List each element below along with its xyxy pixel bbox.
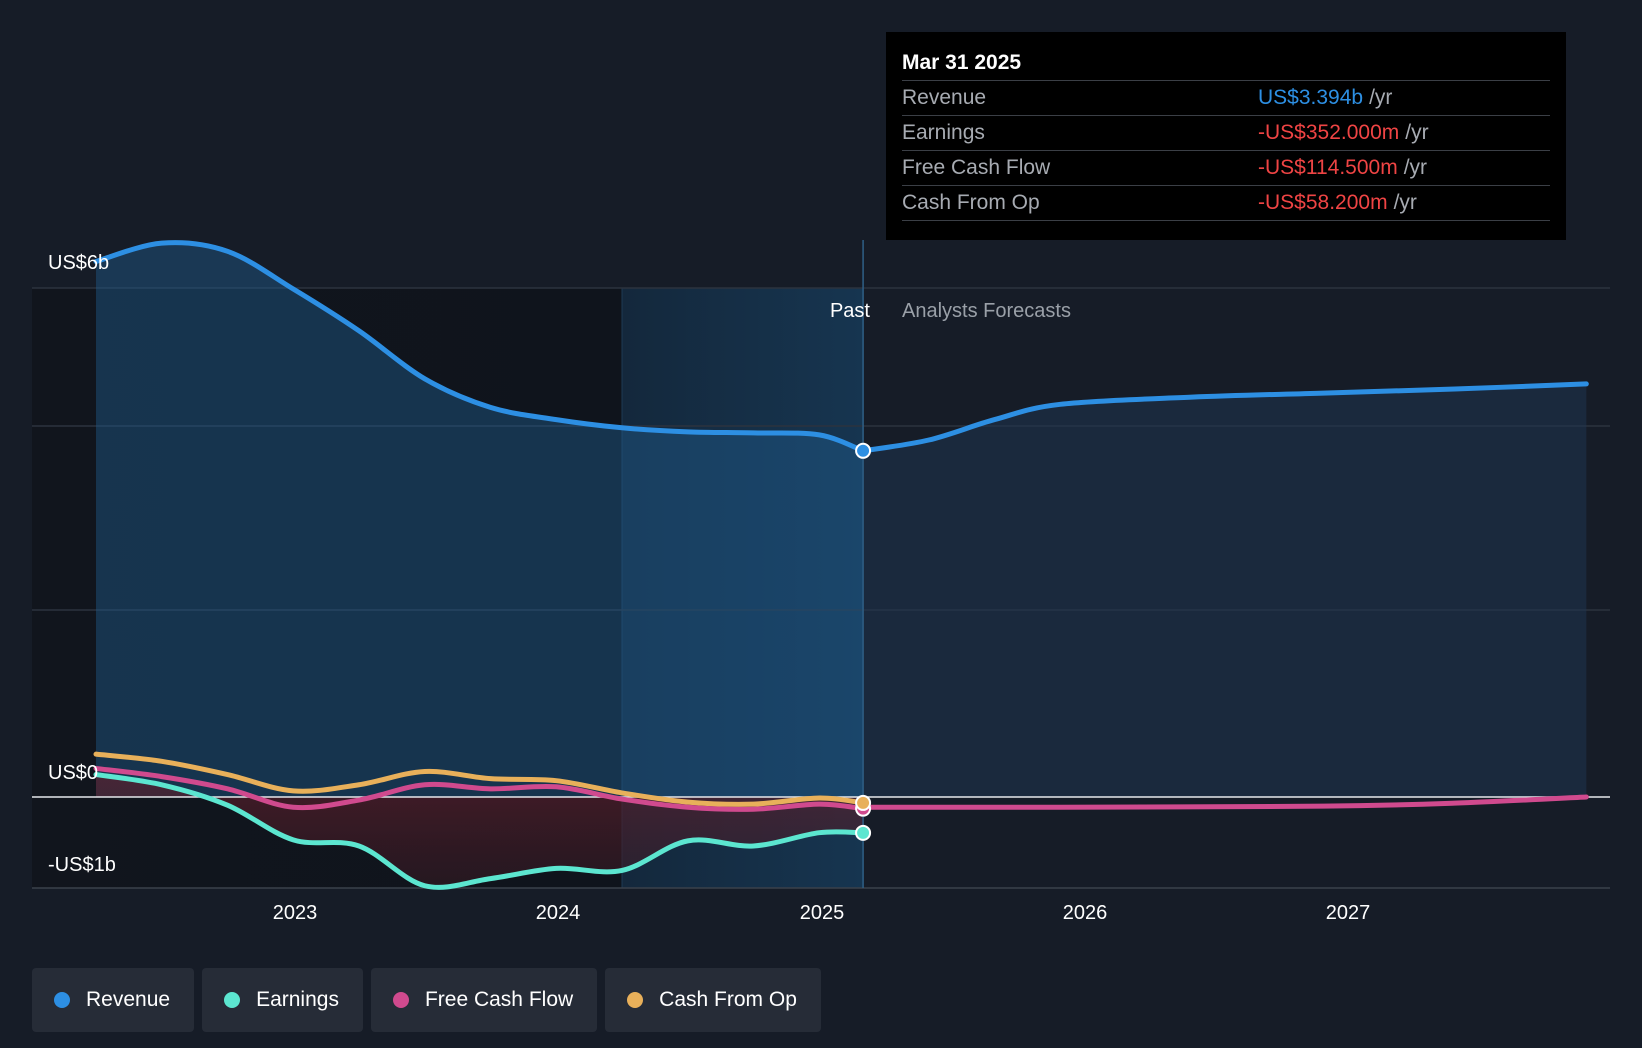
legend-dot-icon	[54, 992, 70, 1008]
x-tick-2025: 2025	[799, 902, 845, 924]
y-label-bottom: -US$1b	[48, 854, 116, 876]
series-line-cash-from-op	[93, 751, 866, 807]
legend-label: Earnings	[256, 988, 339, 1011]
legend-item-earnings[interactable]: Earnings	[202, 968, 363, 1032]
series-line-free-cash-flow-forecast	[860, 794, 1589, 810]
series-line-revenue-forecast	[860, 381, 1589, 454]
tooltip-row-name: Cash From Op	[902, 191, 1040, 214]
revenue-area-past	[96, 242, 864, 797]
x-tick-2023: 2023	[272, 902, 318, 924]
forecast-label: Analysts Forecasts	[902, 300, 1071, 322]
marker-earnings	[855, 824, 872, 841]
y-label-top: US$6b	[48, 252, 110, 274]
tooltip-row-value: -US$58.200m/yr	[1258, 191, 1417, 214]
series-line-revenue	[93, 240, 866, 454]
legend-item-cash-from-op[interactable]: Cash From Op	[605, 968, 821, 1032]
series-line-free-cash-flow	[93, 765, 866, 812]
x-tick-2026: 2026	[1062, 902, 1108, 924]
legend-label: Free Cash Flow	[424, 988, 574, 1011]
tooltip-row-earnings: Earnings -US$352.000m/yr	[902, 116, 1550, 151]
legend-label: Revenue	[86, 988, 171, 1011]
legend-dot-icon	[392, 992, 409, 1008]
tooltip-date: Mar 31 2025	[902, 46, 1550, 81]
legend-item-free-cash-flow[interactable]: Free Cash Flow	[370, 968, 598, 1032]
shaded-band	[622, 288, 864, 888]
tooltip-row-value: US$3.394b/yr	[1258, 86, 1393, 109]
revenue-area-forecast	[863, 383, 1587, 797]
y-label-zero: US$0	[48, 762, 99, 784]
tooltip-row-name: Free Cash Flow	[902, 156, 1051, 179]
legend-item-revenue[interactable]: Revenue	[32, 968, 195, 1032]
legend-label: Cash From Op	[659, 988, 797, 1011]
x-tick-2027: 2027	[1325, 902, 1371, 924]
marker-cash-from-op	[855, 794, 872, 811]
tooltip-row-name: Revenue	[902, 86, 987, 109]
legend: Revenue Earnings Free Cash Flow Cash Fro…	[32, 968, 821, 1032]
tooltip-row-value: -US$352.000m/yr	[1258, 121, 1429, 144]
tooltip-row-value: -US$114.500m/yr	[1258, 156, 1428, 179]
tooltip-row-revenue: Revenue US$3.394b/yr	[902, 81, 1550, 116]
tooltip-row-name: Earnings	[902, 121, 985, 144]
tooltip-row-cash-from-op: Cash From Op -US$58.200m/yr	[902, 186, 1550, 221]
legend-dot-icon	[627, 992, 644, 1008]
tooltip-row-free-cash-flow: Free Cash Flow -US$114.500m/yr	[902, 151, 1550, 186]
past-label: Past	[829, 300, 870, 322]
tooltip: Mar 31 2025 Revenue US$3.394b/yr Earning…	[886, 32, 1566, 240]
series-line-earnings	[93, 772, 866, 890]
legend-dot-icon	[224, 992, 241, 1008]
x-tick-2024: 2024	[535, 902, 581, 924]
marker-revenue	[855, 442, 872, 459]
